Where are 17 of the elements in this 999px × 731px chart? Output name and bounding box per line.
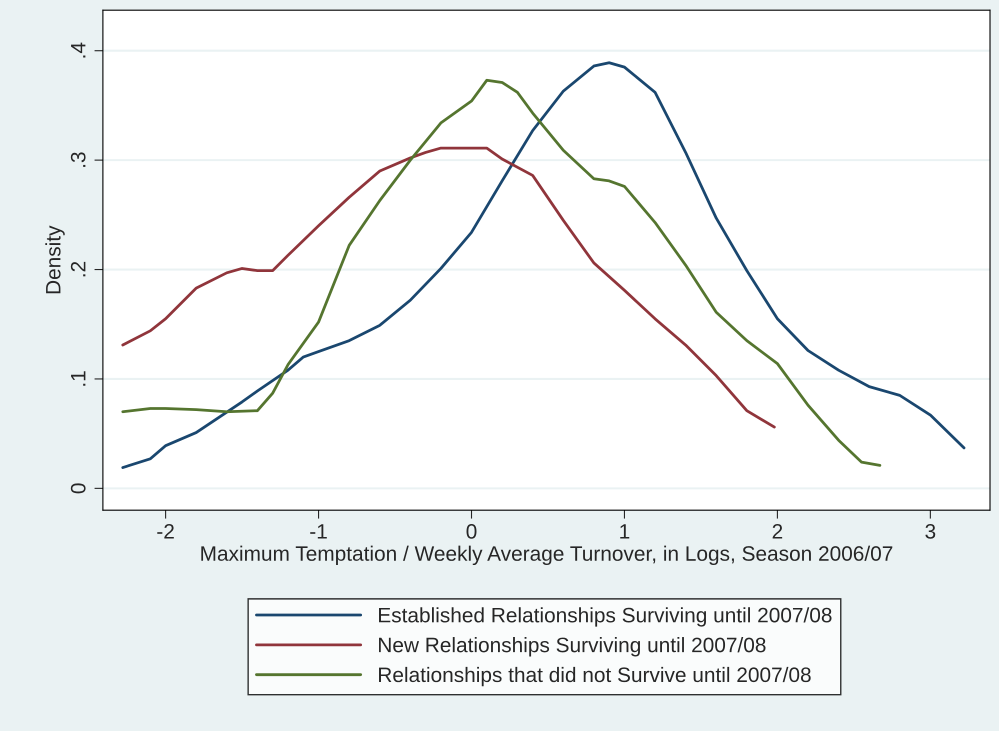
- line-series: [121, 146, 776, 428]
- x-tick-label: 3: [925, 524, 936, 539]
- x-tick-label: 2: [772, 524, 782, 539]
- x-tick-label: -1: [310, 524, 327, 539]
- y-tick-label: .1: [71, 371, 86, 386]
- x-axis-title: Maximum Temptation / Weekly Average Turnover, in Logs, Season 2006/07: [201, 546, 892, 566]
- y-axis-title: Density: [45, 226, 65, 294]
- x-tick-label: 0: [466, 524, 476, 539]
- legend-label: Relationships that did not Survive until 2007/08: [379, 666, 811, 686]
- x-tick-label: -2: [157, 524, 174, 539]
- x-tick-label: 1: [620, 524, 630, 539]
- y-tick-label: .2: [70, 262, 86, 276]
- y-tick-label: .3: [70, 152, 86, 167]
- y-tick-label: .4: [71, 42, 86, 58]
- legend-label: New Relationships Surviving until 2007/08: [379, 637, 766, 656]
- legend-label: Established Relationships Surviving until 2007/08: [379, 607, 832, 627]
- y-tick-label: 0: [70, 483, 86, 494]
